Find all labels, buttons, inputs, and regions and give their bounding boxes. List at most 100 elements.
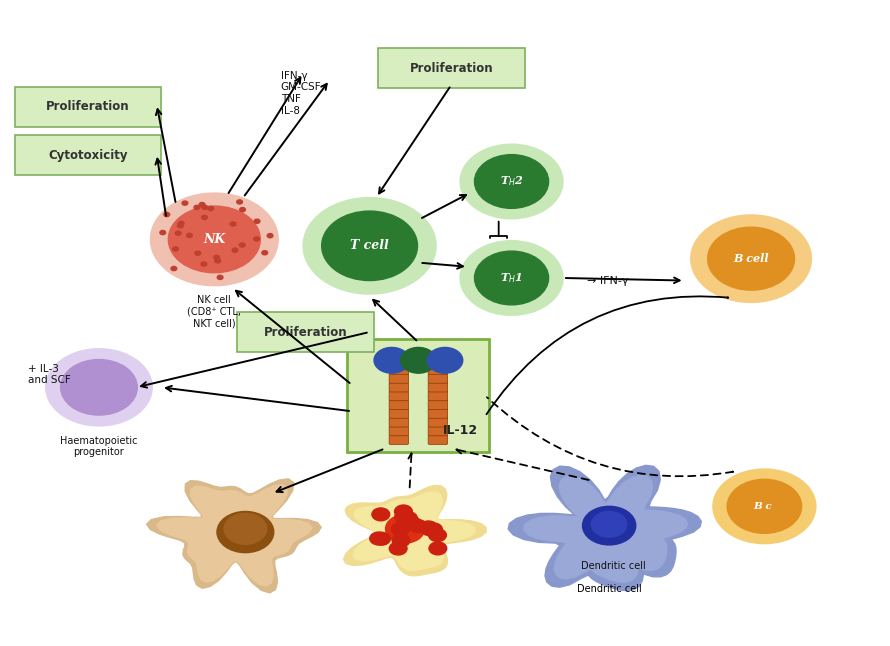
Circle shape [173, 247, 178, 251]
Circle shape [708, 227, 795, 290]
FancyBboxPatch shape [389, 426, 409, 436]
Circle shape [239, 207, 246, 212]
Circle shape [231, 222, 236, 226]
Circle shape [394, 505, 412, 518]
Circle shape [395, 510, 413, 523]
Circle shape [396, 517, 414, 530]
Circle shape [425, 523, 442, 536]
Polygon shape [157, 485, 312, 586]
Circle shape [199, 202, 205, 207]
Polygon shape [147, 479, 321, 593]
Text: B cell: B cell [733, 253, 769, 264]
Text: T$_H$1: T$_H$1 [500, 271, 522, 285]
Circle shape [429, 542, 447, 555]
Circle shape [474, 154, 548, 209]
Circle shape [460, 241, 563, 315]
FancyBboxPatch shape [389, 417, 409, 427]
Text: T$_H$2: T$_H$2 [499, 174, 523, 189]
FancyArrowPatch shape [487, 397, 733, 476]
Circle shape [262, 251, 268, 255]
FancyBboxPatch shape [389, 382, 409, 392]
Circle shape [400, 512, 417, 525]
FancyBboxPatch shape [389, 391, 409, 401]
FancyBboxPatch shape [237, 312, 374, 352]
Circle shape [182, 201, 188, 205]
Circle shape [460, 144, 563, 219]
Circle shape [201, 215, 207, 220]
Circle shape [217, 512, 274, 552]
Circle shape [374, 348, 409, 373]
Circle shape [303, 198, 436, 294]
Circle shape [164, 213, 170, 216]
FancyBboxPatch shape [347, 339, 490, 452]
Polygon shape [508, 465, 701, 590]
Circle shape [389, 542, 407, 555]
Text: IL-12: IL-12 [443, 424, 478, 437]
FancyBboxPatch shape [428, 409, 448, 418]
Circle shape [255, 219, 260, 224]
Circle shape [239, 243, 245, 247]
Circle shape [217, 275, 223, 280]
Circle shape [267, 234, 273, 238]
Text: + IL-3
and SCF: + IL-3 and SCF [28, 364, 71, 385]
FancyBboxPatch shape [378, 48, 525, 89]
FancyBboxPatch shape [389, 400, 409, 410]
Circle shape [150, 193, 279, 286]
Circle shape [201, 262, 206, 266]
FancyBboxPatch shape [428, 382, 448, 392]
Circle shape [171, 266, 177, 271]
Text: IFN-γ
GM-CSF
TNF
IL-8: IFN-γ GM-CSF TNF IL-8 [281, 71, 321, 116]
Circle shape [177, 224, 183, 228]
Circle shape [214, 259, 221, 263]
Circle shape [583, 506, 635, 545]
Circle shape [392, 523, 409, 536]
Polygon shape [353, 492, 475, 570]
FancyBboxPatch shape [15, 87, 161, 127]
FancyBboxPatch shape [389, 365, 409, 375]
Circle shape [194, 205, 199, 209]
FancyArrowPatch shape [487, 297, 728, 414]
Circle shape [591, 512, 627, 537]
FancyBboxPatch shape [428, 426, 448, 436]
Text: NK cell
(CD8⁺ CTL,
NKT cell): NK cell (CD8⁺ CTL, NKT cell) [187, 295, 241, 329]
FancyBboxPatch shape [15, 135, 161, 175]
Circle shape [187, 233, 192, 238]
Circle shape [421, 523, 439, 536]
Circle shape [409, 519, 426, 532]
Circle shape [160, 231, 166, 234]
Circle shape [369, 532, 387, 545]
Circle shape [321, 211, 417, 280]
Polygon shape [523, 475, 687, 582]
Text: Dendritic cell: Dendritic cell [581, 561, 646, 571]
Circle shape [224, 514, 267, 545]
Circle shape [372, 508, 390, 521]
Text: B c: B c [753, 502, 772, 511]
Circle shape [373, 532, 391, 545]
Circle shape [254, 237, 260, 241]
FancyBboxPatch shape [428, 417, 448, 427]
Circle shape [214, 255, 220, 260]
Circle shape [45, 349, 152, 426]
Circle shape [232, 248, 238, 252]
Circle shape [429, 528, 447, 541]
Circle shape [420, 521, 437, 534]
Circle shape [61, 360, 137, 415]
Text: Dendritic cell: Dendritic cell [577, 583, 642, 594]
Text: T cell: T cell [350, 239, 389, 253]
Text: Cytotoxicity: Cytotoxicity [48, 149, 127, 162]
Circle shape [474, 251, 548, 305]
Circle shape [385, 515, 425, 543]
Text: Proliferation: Proliferation [263, 326, 347, 339]
Text: Proliferation: Proliferation [46, 100, 130, 114]
FancyBboxPatch shape [428, 365, 448, 375]
FancyBboxPatch shape [389, 409, 409, 418]
FancyBboxPatch shape [428, 435, 448, 444]
Circle shape [178, 222, 184, 225]
Circle shape [168, 206, 260, 273]
Circle shape [727, 479, 802, 534]
Circle shape [400, 348, 436, 373]
Circle shape [195, 251, 200, 255]
Circle shape [237, 200, 242, 204]
Circle shape [691, 215, 812, 302]
FancyBboxPatch shape [389, 373, 409, 383]
